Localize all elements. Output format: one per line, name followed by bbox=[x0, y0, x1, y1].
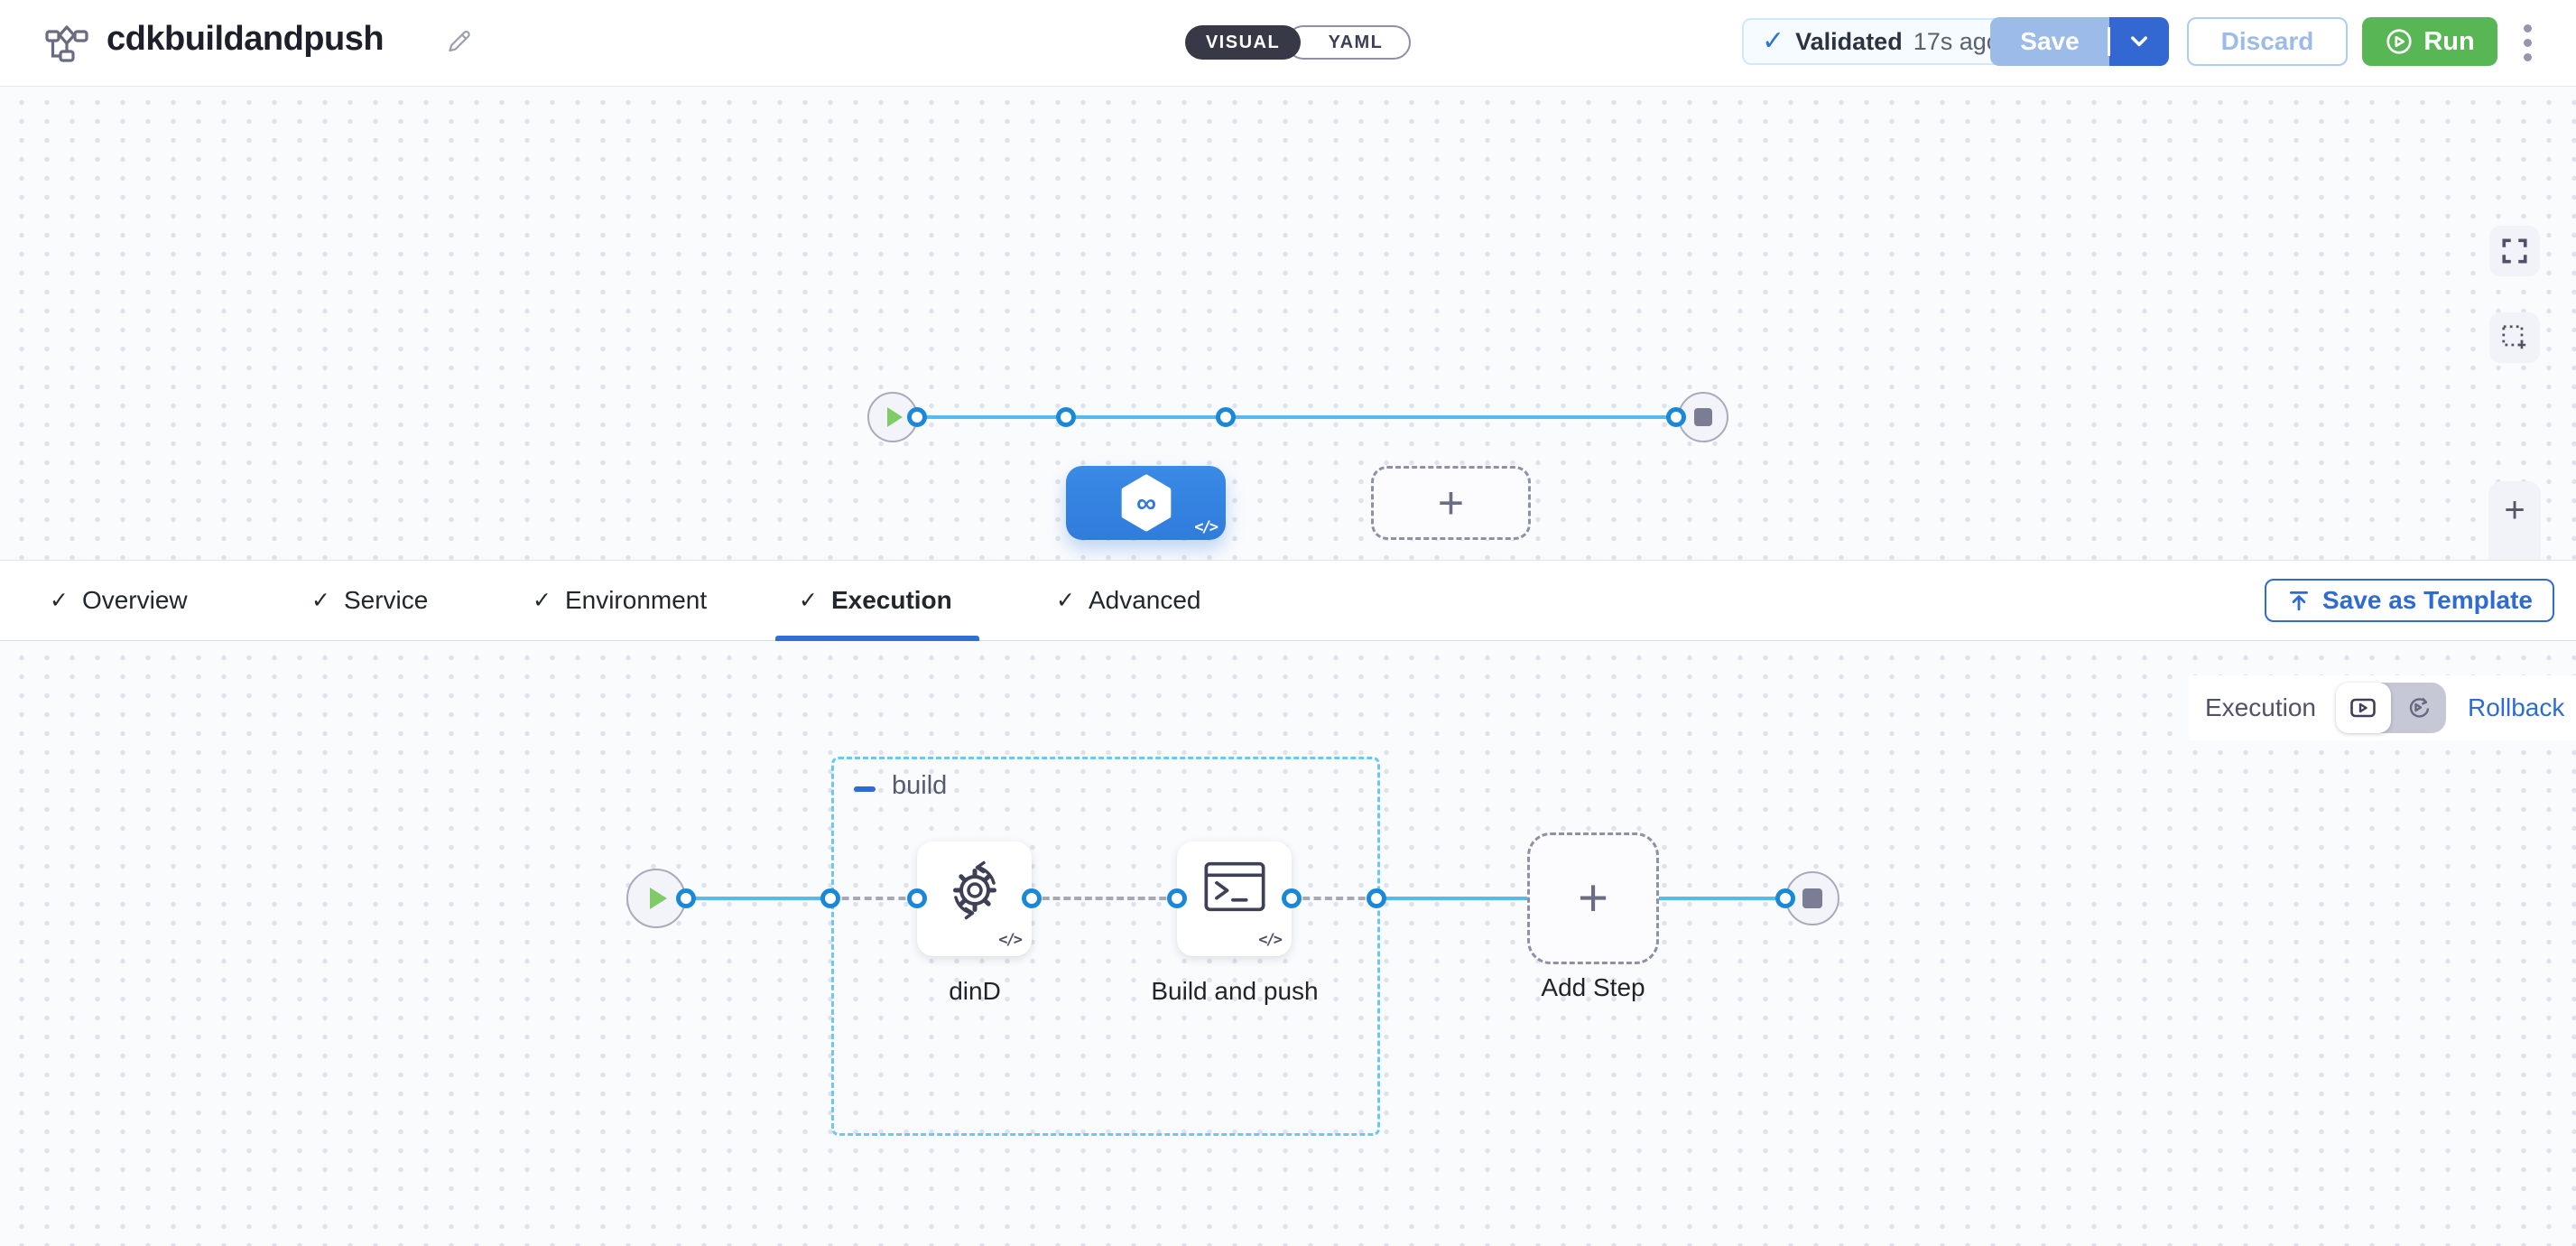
start-play-icon bbox=[650, 888, 667, 909]
connector-line bbox=[686, 897, 830, 900]
visual-toggle-button[interactable]: VISUAL bbox=[1185, 25, 1301, 60]
start-play-icon bbox=[887, 407, 903, 427]
save-button[interactable]: Save bbox=[1990, 17, 2109, 66]
plus-icon: + bbox=[1437, 477, 1465, 528]
step-name-label: Build and push bbox=[1151, 977, 1319, 1005]
save-as-template-button[interactable]: Save as Template bbox=[2265, 579, 2554, 622]
step-node-dind[interactable]: </> bbox=[917, 842, 1032, 956]
link-port bbox=[1167, 888, 1187, 908]
stop-square-icon bbox=[1694, 408, 1712, 426]
code-icon: </> bbox=[1194, 518, 1219, 536]
link-port bbox=[820, 888, 840, 908]
upload-icon bbox=[2290, 590, 2309, 611]
tab-environment[interactable]: ✓ Environment bbox=[533, 561, 707, 640]
terminal-icon bbox=[1203, 861, 1265, 912]
connector-line bbox=[918, 415, 1678, 419]
tab-label: Overview bbox=[81, 586, 188, 614]
yaml-toggle-button[interactable]: YAML bbox=[1286, 25, 1411, 60]
link-port bbox=[907, 888, 927, 908]
code-icon: </> bbox=[998, 931, 1023, 949]
save-dropdown-button[interactable] bbox=[2109, 17, 2169, 66]
visual-yaml-toggle: YAML VISUAL bbox=[1185, 25, 1411, 60]
rollback-view-button[interactable] bbox=[2391, 683, 2446, 733]
code-icon: </> bbox=[1258, 931, 1283, 949]
link-port bbox=[1022, 888, 1042, 908]
group-name-label: build bbox=[892, 771, 948, 800]
tab-advanced[interactable]: ✓ Advanced bbox=[1056, 561, 1201, 640]
add-step-label: Add Step bbox=[1541, 973, 1645, 1001]
kebab-menu-icon[interactable] bbox=[2522, 24, 2533, 68]
pipeline-header: cdkbuildandpush YAML VISUAL ✓ Validated … bbox=[0, 0, 2576, 87]
stage-tab-bar: ✓ Overview ✓ Service ✓ Environment ✓ Exe… bbox=[0, 560, 2576, 641]
dashed-connector bbox=[1292, 897, 1376, 900]
stage-canvas: ∞ </> + ckd Add Stage + − bbox=[0, 86, 2576, 597]
discard-button[interactable]: Discard bbox=[2187, 17, 2348, 66]
step-group-build: build bbox=[831, 757, 1380, 1136]
add-step-button[interactable]: + bbox=[1527, 832, 1659, 964]
execution-rollback-toggle bbox=[2335, 683, 2446, 733]
edit-pencil-icon[interactable] bbox=[444, 27, 473, 60]
link-port bbox=[1282, 888, 1302, 908]
fullscreen-icon bbox=[2502, 238, 2527, 264]
tab-check-icon: ✓ bbox=[533, 588, 551, 613]
add-stage-button[interactable]: + bbox=[1371, 466, 1531, 540]
link-port bbox=[1666, 407, 1686, 427]
link-port bbox=[1775, 888, 1795, 908]
execution-view-icon bbox=[2350, 698, 2377, 718]
execution-start-node bbox=[626, 869, 686, 928]
tab-label: Service bbox=[343, 586, 429, 614]
play-circle-icon bbox=[2386, 29, 2412, 54]
execution-view-button[interactable] bbox=[2335, 683, 2391, 733]
validated-label: Validated bbox=[1795, 27, 1903, 55]
dashed-connector bbox=[830, 897, 917, 900]
pipeline-icon bbox=[45, 23, 88, 68]
tab-execution[interactable]: ✓ Execution bbox=[775, 561, 979, 641]
stop-square-icon bbox=[1802, 888, 1822, 908]
step-node-build-and-push[interactable]: </> bbox=[1177, 842, 1292, 956]
execution-mode-label: Execution bbox=[2205, 693, 2316, 721]
tab-check-icon: ✓ bbox=[799, 588, 818, 613]
validated-check-icon: ✓ bbox=[1762, 26, 1785, 56]
tab-label: Advanced bbox=[1088, 586, 1201, 614]
infinity-glyph: ∞ bbox=[1135, 487, 1155, 518]
page-title: cdkbuildandpush bbox=[107, 20, 385, 58]
link-port bbox=[676, 888, 696, 908]
stage-node-ckd[interactable]: ∞ </> bbox=[1066, 466, 1226, 540]
execution-mode-controls: Execution Rollback bbox=[2189, 675, 2576, 740]
link-port bbox=[907, 407, 927, 427]
run-button-label: Run bbox=[2423, 26, 2475, 56]
tab-check-icon: ✓ bbox=[1056, 588, 1075, 613]
dashed-connector bbox=[1032, 897, 1177, 900]
rollback-link[interactable]: Rollback bbox=[2467, 693, 2565, 721]
tab-service[interactable]: ✓ Service bbox=[311, 561, 428, 640]
tab-check-icon: ✓ bbox=[311, 588, 330, 613]
link-port bbox=[1216, 407, 1236, 427]
validated-badge: ✓ Validated 17s ago bbox=[1742, 18, 2020, 65]
tab-label: Execution bbox=[830, 586, 952, 614]
chevron-down-icon bbox=[2131, 36, 2147, 47]
fullscreen-button[interactable] bbox=[2489, 226, 2540, 276]
multi-select-button[interactable] bbox=[2489, 312, 2540, 363]
tab-check-icon: ✓ bbox=[50, 588, 69, 613]
collapse-group-button[interactable] bbox=[854, 786, 876, 792]
execution-canvas: Execution Rollback build bbox=[0, 641, 2576, 1246]
ci-stage-icon: ∞ bbox=[1121, 474, 1171, 532]
step-name-label: dinD bbox=[949, 977, 1001, 1005]
docker-in-docker-icon bbox=[952, 860, 996, 920]
link-port bbox=[1367, 888, 1386, 908]
run-button[interactable]: Run bbox=[2362, 17, 2497, 66]
rollback-view-icon bbox=[2410, 697, 2430, 718]
validated-time: 17s ago bbox=[1913, 27, 2000, 55]
tab-label: Environment bbox=[564, 586, 708, 614]
tab-overview[interactable]: ✓ Overview bbox=[50, 561, 188, 640]
marquee-select-icon bbox=[2502, 325, 2526, 349]
link-port bbox=[1056, 407, 1076, 427]
zoom-in-button[interactable]: + bbox=[2504, 489, 2525, 530]
plus-icon: + bbox=[1578, 868, 1608, 927]
save-as-template-label: Save as Template bbox=[2322, 586, 2533, 614]
save-button-divider bbox=[2108, 27, 2110, 56]
